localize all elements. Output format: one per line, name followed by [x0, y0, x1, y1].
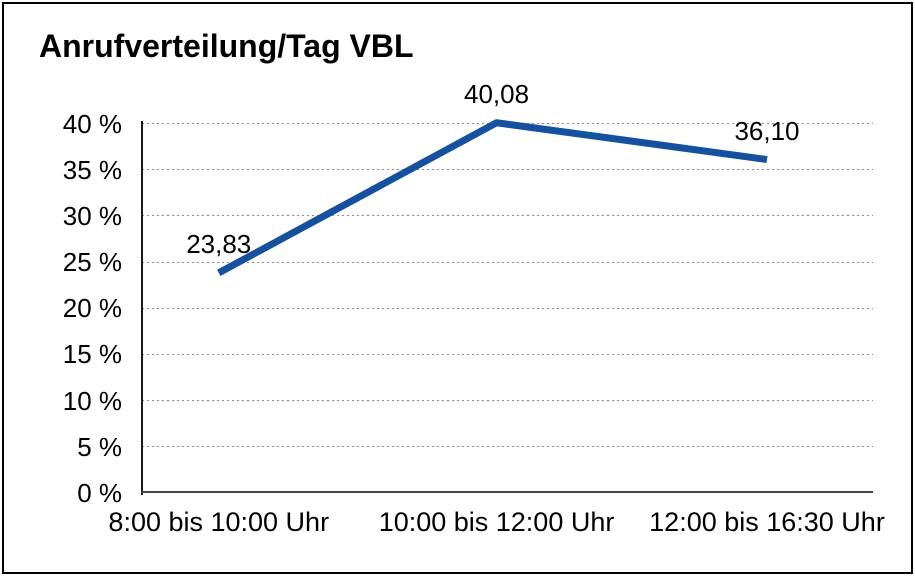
y-tick-label: 25 % — [62, 247, 122, 278]
x-axis-label: 12:00 bis 16:30 Uhr — [649, 507, 885, 537]
y-tick-label: 30 % — [62, 200, 122, 231]
data-label: 23,83 — [186, 228, 252, 259]
y-axis-line — [141, 120, 143, 495]
x-axis-label: 10:00 bis 12:00 Uhr — [378, 507, 615, 537]
y-tick-label: 5 % — [77, 431, 122, 462]
gridline-30 — [142, 215, 873, 217]
gridline-10 — [142, 400, 873, 402]
data-label: 36,10 — [734, 115, 800, 146]
gridline-15 — [142, 353, 873, 355]
gridline-25 — [142, 261, 873, 263]
data-label: 40,08 — [463, 78, 530, 109]
gridline-5 — [142, 446, 873, 448]
y-tick-label: 15 % — [62, 339, 122, 370]
x-axis-line — [141, 491, 873, 493]
y-tick-label: 20 % — [62, 293, 122, 324]
y-tick-label: 35 % — [62, 154, 122, 185]
y-tick-label: 40 % — [62, 108, 122, 139]
x-axis-label: 8:00 bis 10:00 Uhr — [108, 507, 330, 537]
chart-title: Anrufverteilung/Tag VBL — [39, 28, 414, 64]
y-tick-label: 10 % — [62, 385, 122, 416]
gridline-20 — [142, 307, 873, 309]
gridline-35 — [142, 169, 873, 171]
call-distribution-line — [217, 119, 768, 276]
y-tick-label: 0 % — [77, 478, 122, 508]
